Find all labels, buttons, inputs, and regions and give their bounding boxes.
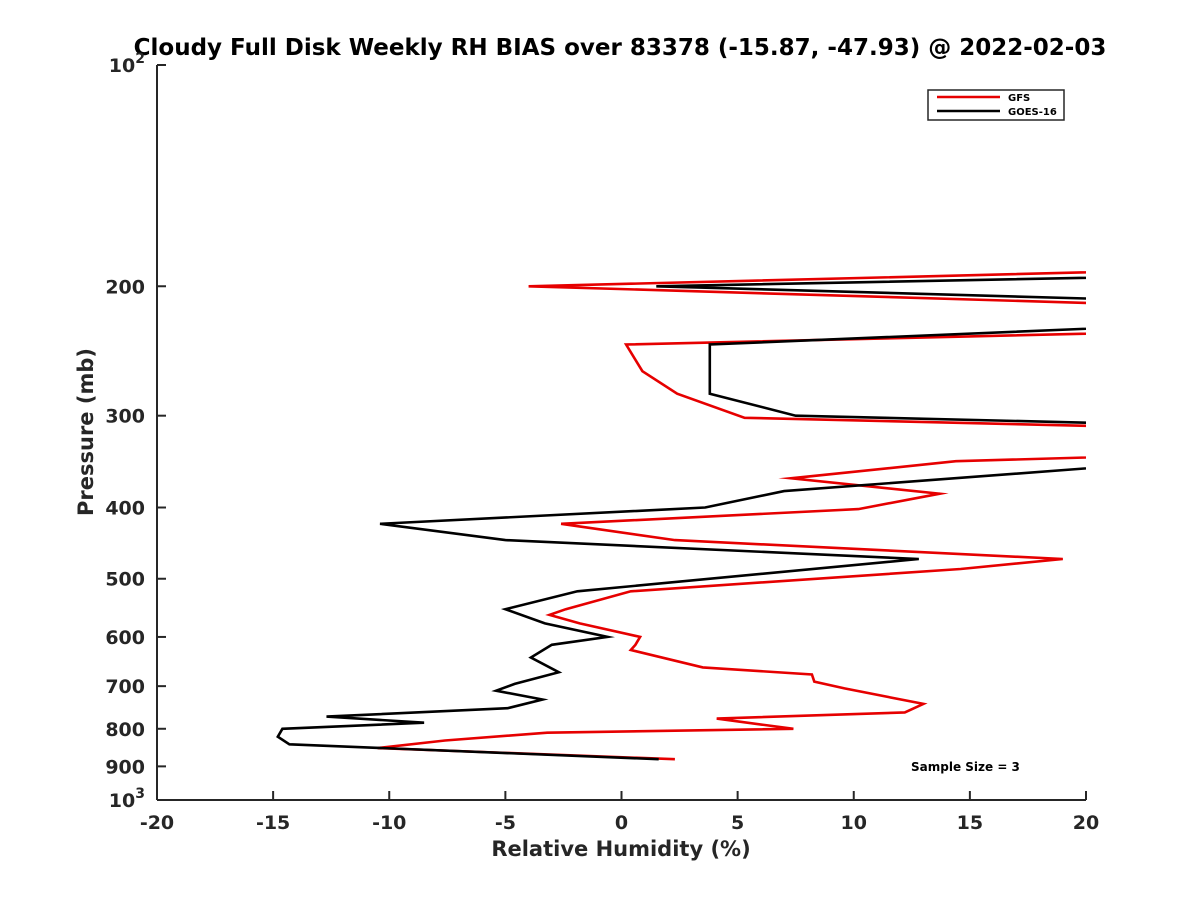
series-layer (276, 271, 1086, 761)
x-tick-label: 20 (1073, 812, 1099, 834)
y-tick-label: 600 (105, 627, 145, 649)
legend-label: GOES-16 (1008, 107, 1057, 118)
y-tick-label: 200 (105, 276, 145, 298)
x-tick-label: -20 (140, 812, 174, 834)
x-tick-label: 10 (841, 812, 867, 834)
y-tick-label: 102 (109, 51, 145, 77)
y-tick-base: 700 (105, 676, 145, 698)
x-tick-label: 5 (731, 812, 744, 834)
y-tick-base: 900 (105, 756, 145, 778)
y-tick-base: 600 (105, 627, 145, 649)
y-tick-base: 10 (109, 790, 135, 812)
y-tick-exponent: 3 (135, 786, 145, 802)
y-tick-label: 800 (105, 719, 145, 741)
x-axis-label: Relative Humidity (%) (491, 837, 750, 861)
y-tick-label: 400 (105, 498, 145, 520)
y-tick-base: 400 (105, 498, 145, 520)
y-tick-base: 10 (109, 55, 135, 77)
x-tick-label: -15 (256, 812, 290, 834)
series-line-goes-16 (276, 276, 1086, 761)
y-tick-base: 500 (105, 569, 145, 591)
y-axis-label: Pressure (mb) (74, 348, 98, 516)
x-tick-label: 0 (615, 812, 628, 834)
chart-title: Cloudy Full Disk Weekly RH BIAS over 833… (134, 35, 1107, 61)
y-tick-label: 700 (105, 676, 145, 698)
y-tick-label: 300 (105, 406, 145, 428)
y-tick-label: 500 (105, 569, 145, 591)
y-tick-base: 200 (105, 276, 145, 298)
x-tick-label: 15 (957, 812, 983, 834)
legend: GFS GOES-16 (927, 89, 1065, 121)
x-tick-label: -5 (495, 812, 516, 834)
y-tick-exponent: 2 (135, 51, 145, 67)
y-tick-base: 300 (105, 406, 145, 428)
legend-label: GFS (1008, 93, 1030, 104)
y-tick-base: 800 (105, 719, 145, 741)
y-tick-label: 103 (109, 786, 145, 812)
x-ticks: -20 -15 -10 -5 0 5 10 15 20 (140, 791, 1099, 834)
legend-box (927, 89, 1065, 121)
x-tick-label: -10 (372, 812, 406, 834)
series-line-gfs (377, 271, 1086, 761)
y-tick-label: 900 (105, 756, 145, 778)
sample-size-annotation: Sample Size = 3 (911, 760, 1020, 774)
